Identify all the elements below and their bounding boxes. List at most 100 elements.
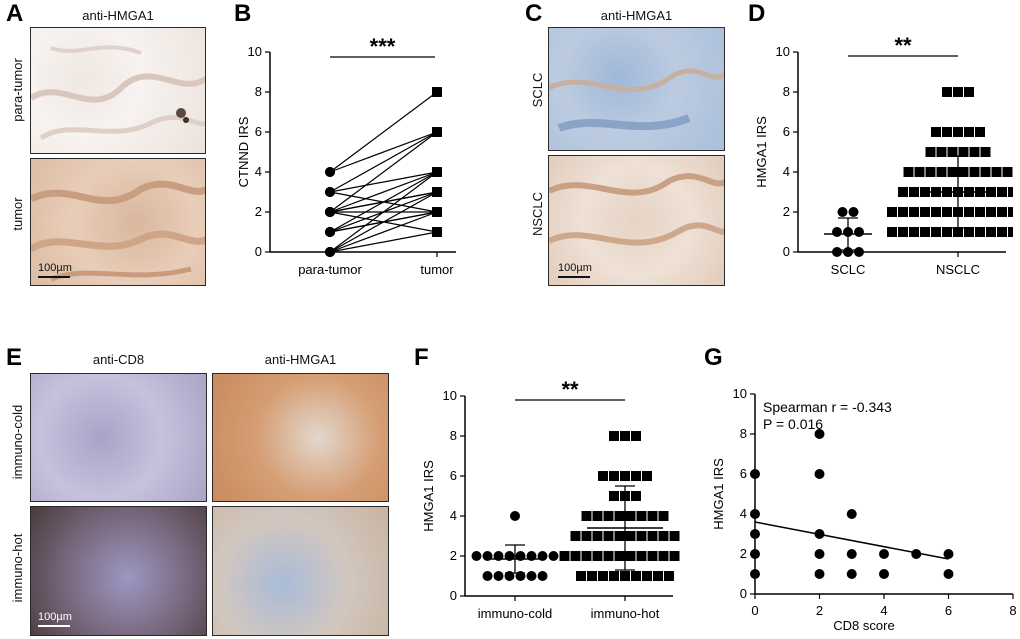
- immuno-hot-point: [592, 511, 603, 521]
- panel-label-g: G: [704, 344, 723, 371]
- NSCLC-point: [942, 127, 952, 137]
- y-tick-label: 2: [450, 548, 457, 563]
- immuno-hot-point: [620, 431, 630, 441]
- significance-label: **: [561, 380, 579, 402]
- immuno-hot-point: [653, 571, 663, 581]
- NSCLC-point: [914, 167, 925, 177]
- NSCLC-point: [887, 227, 897, 237]
- NSCLC-point: [975, 207, 985, 217]
- NSCLC-point: [964, 87, 974, 97]
- NSCLC-point: [925, 147, 936, 157]
- NSCLC-point: [975, 127, 985, 137]
- SCLC-point: [832, 227, 842, 237]
- SCLC-point: [848, 207, 859, 217]
- NSCLC-point: [980, 147, 991, 157]
- immuno-cold-point: [493, 571, 504, 581]
- scale-bar-c: [558, 276, 590, 278]
- immuno-cold-point: [482, 571, 493, 581]
- data-point: [879, 549, 889, 559]
- y-tick-label: 4: [740, 506, 747, 521]
- y-tick-label: 10: [776, 44, 790, 59]
- data-point: [846, 549, 857, 559]
- tissue-texture: [549, 173, 724, 246]
- y-tick-label: 2: [783, 204, 790, 219]
- data-point: [750, 569, 760, 579]
- histology-image-nsclc: [548, 155, 725, 286]
- NSCLC-point: [942, 207, 952, 217]
- NSCLC-point: [958, 167, 969, 177]
- immuno-hot-point: [620, 471, 630, 481]
- panel-c-title: anti-HMGA1: [600, 8, 673, 23]
- data-point: [750, 549, 760, 559]
- immuno-hot-point: [609, 431, 619, 441]
- data-point: [943, 569, 954, 579]
- NSCLC-point: [964, 127, 974, 137]
- immuno-hot-point: [598, 471, 608, 481]
- pair-line: [329, 131, 438, 213]
- NSCLC-point: [964, 207, 974, 217]
- immuno-cold-point: [471, 551, 482, 561]
- immuno-hot-point: [592, 551, 603, 561]
- NSCLC-point: [909, 227, 919, 237]
- NSCLC-point: [898, 187, 908, 197]
- x-tick-label: SCLC: [831, 262, 866, 277]
- panel-label-c: C: [525, 0, 543, 27]
- panel-a-row-label-bottom: tumor: [10, 197, 25, 231]
- NSCLC-point: [920, 207, 930, 217]
- immuno-cold-point: [537, 571, 548, 581]
- chart-d: 0 2 4 6 8 10 HMGA1 IRS SCLC NSCLC **: [754, 36, 1013, 277]
- x-tick-label: immuno-cold: [478, 606, 552, 621]
- scale-bar-a: [38, 276, 70, 278]
- immuno-hot-point: [609, 471, 619, 481]
- NSCLC-point: [887, 207, 897, 217]
- NSCLC-point: [942, 87, 952, 97]
- data-point: [846, 569, 857, 579]
- immuno-hot-point: [647, 551, 658, 561]
- y-tick-label: 10: [443, 388, 457, 403]
- immuno-hot-point: [631, 571, 641, 581]
- y-tick-label: 10: [733, 386, 747, 401]
- NSCLC-point: [936, 167, 947, 177]
- x-tick-label: tumor: [420, 262, 454, 277]
- NSCLC-point: [942, 227, 952, 237]
- immuno-cold-point: [537, 551, 548, 561]
- scale-bar-label-a: 100µm: [38, 262, 72, 274]
- y-tick-label: 6: [450, 468, 457, 483]
- x-tick-label: 6: [945, 603, 952, 618]
- y-axis-label: HMGA1 IRS: [421, 460, 436, 532]
- NSCLC-point: [997, 187, 1007, 197]
- y-tick-label: 8: [450, 428, 457, 443]
- NSCLC-point: [975, 227, 985, 237]
- immuno-hot-point: [598, 571, 608, 581]
- NSCLC-point: [936, 147, 947, 157]
- immuno-hot-point: [636, 511, 647, 521]
- immuno-hot-point: [614, 511, 625, 521]
- NSCLC-point: [931, 127, 941, 137]
- immuno-hot-point: [592, 531, 603, 541]
- y-tick-label: 6: [740, 466, 747, 481]
- immuno-hot-point: [631, 491, 641, 501]
- y-tick-label: 10: [248, 44, 262, 59]
- significance-label: ***: [370, 36, 396, 59]
- NSCLC-point: [953, 87, 963, 97]
- immuno-hot-point: [581, 511, 592, 521]
- immuno-hot-point: [603, 511, 614, 521]
- immuno-hot-point: [625, 531, 636, 541]
- panel-c-row-label-bottom: NSCLC: [530, 191, 545, 237]
- pair-line: [329, 131, 438, 193]
- SCLC-point: [854, 227, 864, 237]
- chart-f: 0 2 4 6 8 10 HMGA1 IRS immuno-cold immuno-hot **: [421, 380, 680, 621]
- y-axis-label: CTNND IRS: [236, 116, 251, 187]
- tumor-point: [432, 127, 442, 137]
- histology-image-sclc: [548, 27, 725, 151]
- y-tick-label: 6: [255, 124, 262, 139]
- immuno-hot-point: [581, 531, 592, 541]
- panel-a-row-label-top: para-tumor: [10, 58, 25, 122]
- y-axis-label: HMGA1 IRS: [711, 458, 726, 530]
- NSCLC-point: [909, 207, 919, 217]
- NSCLC-point: [898, 227, 908, 237]
- x-tick-label: immuno-hot: [591, 606, 660, 621]
- NSCLC-point: [931, 227, 941, 237]
- SCLC-point: [832, 247, 842, 257]
- histology-image-cold-hmga1: [212, 373, 389, 502]
